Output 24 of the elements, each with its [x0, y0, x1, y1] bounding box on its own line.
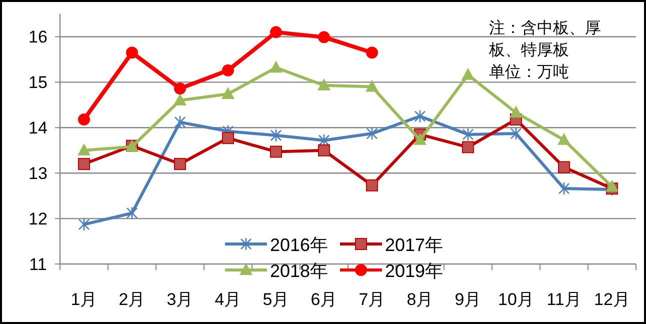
annotation: 单位：万吨 [489, 62, 570, 83]
x-tick-label: 7月 [358, 290, 386, 309]
x-tick-label: 12月 [594, 290, 630, 309]
y-tick-label: 14 [28, 118, 48, 138]
legend-label: 2017年 [385, 235, 444, 255]
legend-label: 2016年 [270, 235, 328, 255]
y-tick-label: 11 [29, 255, 47, 274]
x-tick-label: 3月 [166, 290, 194, 309]
y-tick-label: 15 [28, 73, 48, 92]
x-tick-label: 4月 [214, 290, 242, 309]
x-tick-label: 11月 [546, 290, 582, 309]
y-tick-label: 12 [28, 210, 48, 229]
annotation: 注：含中板、厚板、特厚板 [489, 18, 602, 61]
legend-label: 2018年 [270, 261, 328, 281]
x-tick-label: 8月 [406, 290, 434, 309]
x-tick-label: 6月 [310, 290, 338, 309]
x-tick-label: 2月 [118, 290, 146, 309]
x-tick-label: 1月 [70, 290, 98, 309]
y-tick-label: 13 [28, 164, 48, 184]
legend-label: 2019年 [385, 261, 444, 281]
y-tick-label: 16 [28, 28, 48, 47]
x-tick-label: 9月 [454, 290, 482, 309]
x-tick-label: 10月 [498, 290, 534, 309]
x-tick-label: 5月 [262, 290, 290, 309]
